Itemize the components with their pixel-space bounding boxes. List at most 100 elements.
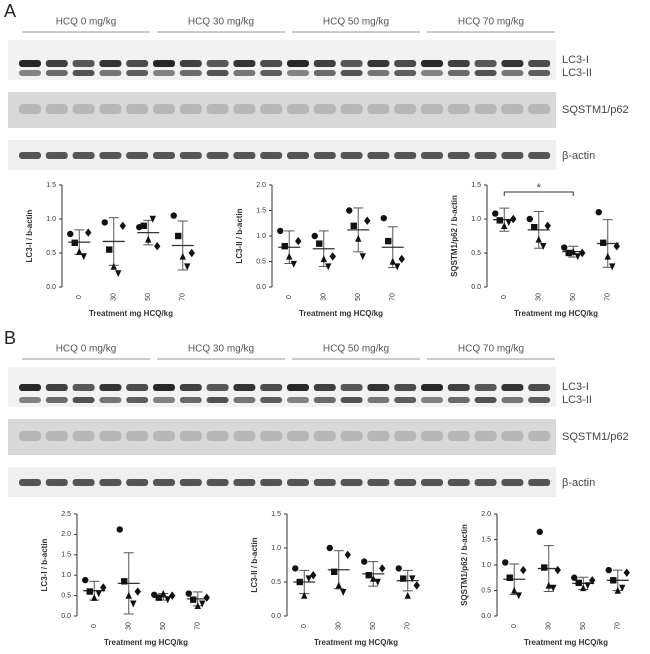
- data-point: [329, 252, 336, 261]
- band: [313, 397, 336, 403]
- x-tick-label: 50: [580, 622, 587, 630]
- band: [19, 479, 41, 486]
- band: [99, 60, 122, 67]
- group-label: HCQ 30 mg/kg: [188, 17, 254, 28]
- data-point: [320, 255, 327, 263]
- data-point: [169, 591, 176, 600]
- data-point: [609, 263, 616, 271]
- band: [179, 479, 202, 486]
- data-point: [364, 216, 371, 225]
- y-tick-label: 1.5: [61, 552, 71, 559]
- band: [528, 60, 551, 67]
- data-point: [619, 584, 626, 592]
- band: [474, 60, 497, 67]
- band: [501, 431, 524, 441]
- data-point: [584, 582, 591, 590]
- x-tick-label: 30: [321, 293, 328, 301]
- band: [19, 60, 41, 67]
- y-tick-label: 0.0: [271, 613, 281, 620]
- band: [313, 431, 336, 441]
- band: [501, 60, 524, 67]
- band: [179, 70, 202, 76]
- data-point: [398, 254, 405, 264]
- y-axis-label: SQSTM1/p62 / b-actin: [460, 524, 469, 606]
- band: [233, 479, 256, 486]
- band: [206, 104, 229, 114]
- band: [99, 479, 122, 486]
- data-point: [545, 581, 552, 589]
- data-point: [404, 591, 411, 599]
- band: [447, 70, 470, 76]
- band: [99, 152, 122, 159]
- y-axis-label: LC3-II / b-actin: [235, 208, 244, 263]
- band: [501, 104, 524, 114]
- y-tick-label: 2.5: [61, 511, 71, 518]
- band: [233, 384, 256, 391]
- band: [367, 104, 390, 114]
- band: [394, 397, 417, 403]
- data-point: [100, 583, 107, 592]
- band: [394, 152, 417, 159]
- x-tick-label: 70: [195, 622, 202, 630]
- band: [528, 431, 551, 441]
- x-tick-label: 70: [390, 293, 397, 301]
- x-tick-label: 0: [501, 295, 508, 299]
- x-tick-label: 50: [570, 293, 577, 301]
- data-point: [286, 252, 293, 260]
- band: [421, 104, 443, 114]
- band: [126, 479, 149, 486]
- band: [99, 431, 122, 441]
- band: [421, 384, 443, 391]
- band: [45, 431, 68, 441]
- band: [528, 152, 551, 159]
- x-axis-label: Treatment mg HCQ/kg: [514, 309, 598, 318]
- x-tick-label: 0: [76, 295, 83, 299]
- data-point: [101, 219, 108, 226]
- significance-label: *: [537, 182, 542, 194]
- band: [206, 152, 229, 159]
- y-tick-label: 2.0: [61, 531, 71, 538]
- band: [447, 479, 470, 486]
- data-point: [67, 230, 74, 238]
- x-tick-label: 50: [145, 293, 152, 301]
- band: [19, 104, 41, 114]
- data-point: [595, 209, 602, 216]
- band: [179, 431, 202, 441]
- band: [206, 479, 229, 486]
- data-point: [570, 247, 577, 255]
- group-label: HCQ 0 mg/kg: [56, 17, 117, 28]
- band: [528, 384, 551, 391]
- y-tick-label: 0.0: [46, 284, 56, 291]
- band: [528, 397, 551, 403]
- band: [179, 397, 202, 403]
- band: [126, 152, 149, 159]
- data-point: [505, 219, 512, 227]
- band: [313, 384, 336, 391]
- data-point: [145, 235, 152, 243]
- y-tick-label: 1.0: [481, 562, 491, 569]
- significance-bracket: [503, 191, 574, 196]
- band-label: LC3-II: [562, 67, 592, 79]
- y-tick-label: 0.5: [481, 587, 491, 594]
- data-point: [370, 574, 377, 582]
- band: [126, 104, 149, 114]
- data-point: [540, 243, 547, 250]
- y-tick-label: 0.5: [271, 579, 281, 586]
- band: [233, 431, 256, 441]
- band: [474, 384, 497, 391]
- band: [287, 152, 309, 159]
- band: [447, 60, 470, 67]
- band: [126, 431, 149, 441]
- data-point: [501, 222, 508, 229]
- band: [340, 60, 363, 67]
- band: [260, 479, 283, 486]
- y-axis-label: LC3-I / b-actin: [25, 209, 34, 262]
- data-point: [550, 584, 557, 592]
- y-tick-label: 0.5: [256, 258, 266, 265]
- group-label: HCQ 30 mg/kg: [188, 344, 254, 355]
- y-tick-label: 0.0: [471, 284, 481, 291]
- x-tick-label: 70: [180, 293, 187, 301]
- data-point: [295, 236, 302, 246]
- data-point: [71, 239, 78, 246]
- band: [501, 70, 524, 76]
